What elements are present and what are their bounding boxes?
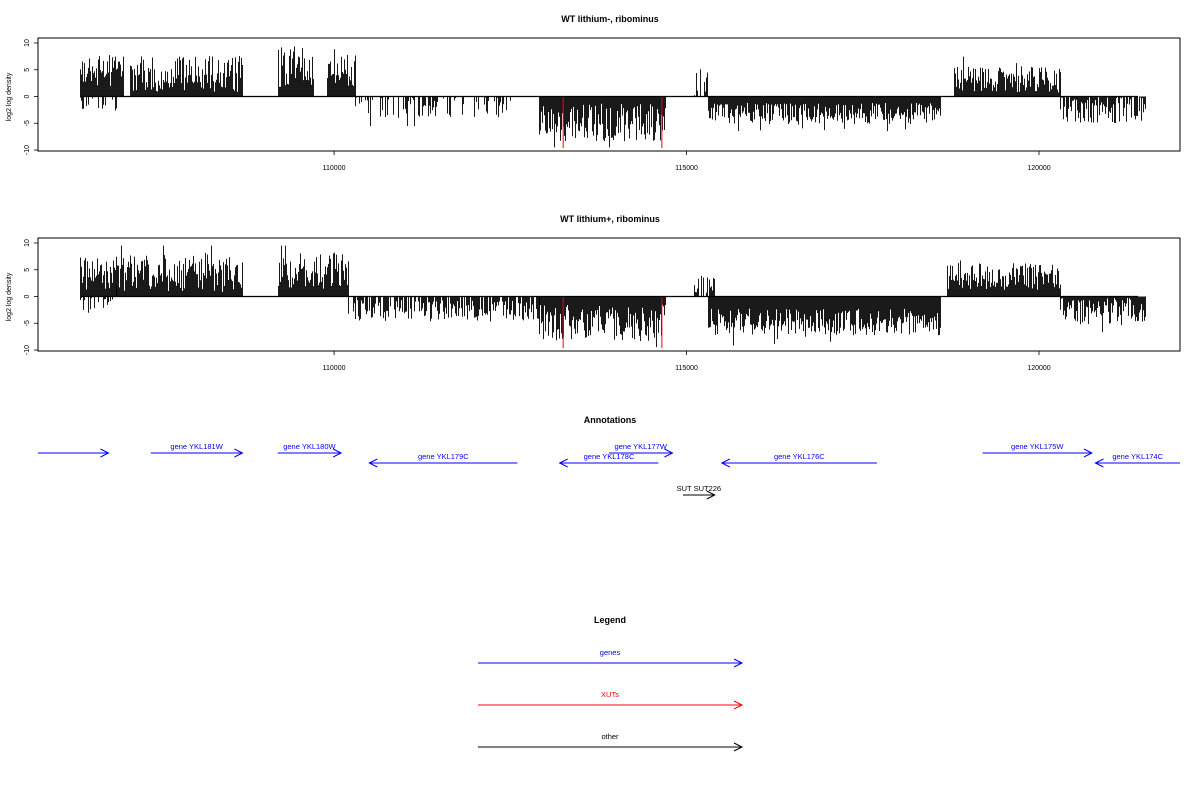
legend-label: other [601,732,619,741]
feature-label: gene YKL175W [1011,442,1064,451]
strand-arrowhead-icon [1094,458,1104,468]
y-tick-label: 0 [24,94,31,98]
strand-arrowhead-icon [332,448,343,458]
feature-label: gene YKL174C [1112,452,1163,461]
annotation-feature: gene YKL177W [609,442,674,458]
plot-frame [37,37,1181,152]
coverage-bars [80,46,1146,148]
y-tick-label: 10 [24,239,31,247]
strand-arrowhead-icon [720,458,731,468]
y-tick-label: 0 [24,294,31,298]
annotation-feature: gene YKL174C [1094,452,1180,468]
legend-item: XUTs [478,690,744,710]
y-axis: -10 -5 0 5 10 [24,39,38,155]
y-tick-label: -5 [24,320,31,326]
annotations-title: Annotations [584,415,637,425]
legend-arrow-icon [733,700,744,710]
x-tick-label: 120000 [1027,165,1050,172]
feature-label: gene YKL177W [615,442,668,451]
strand-arrowhead-icon [368,458,378,468]
y-tick-label: 5 [24,268,31,272]
y-axis-label: log2 log density [6,72,13,121]
x-axis: 110000 115000 120000 [323,351,1051,372]
xut-markers [562,96,663,148]
feature-label: SUT SUT226 [677,484,721,493]
x-tick-label: 110000 [323,165,346,172]
x-tick-label: 115000 [675,365,698,372]
legend-label: genes [600,648,621,657]
legend-label: XUTs [601,690,619,699]
panel-title: WT lithium-, ribominus [561,14,659,24]
coverage-bars [80,245,1146,348]
coverage-panel-lithium-minus: WT lithium-, ribominus log2 log density … [6,14,1181,172]
feature-label: gene YKL176C [774,452,825,461]
legend-arrow-icon [733,658,744,668]
annotations-track: Annotations gene YKL181W gene YKL180Wgene… [38,415,1180,500]
legend-arrow-icon [733,742,744,752]
feature-label: gene YKL180W [283,442,336,451]
x-tick-label: 115000 [675,165,698,172]
y-tick-label: -5 [24,120,31,126]
legend: Legend genes XUTs other [478,615,744,752]
legend-item: other [478,732,744,752]
legend-title: Legend [594,615,626,625]
strand-arrowhead-icon [1083,448,1094,458]
feature-label: gene YKL179C [418,452,469,461]
y-tick-label: -10 [24,345,31,355]
coverage-panel-lithium-plus: WT lithium+, ribominus log2 log density … [6,214,1181,372]
y-tick-label: 10 [24,39,31,47]
annotation-feature: gene YKL179C [368,452,518,468]
x-axis: 110000 115000 120000 [323,151,1051,172]
x-tick-label: 110000 [323,365,346,372]
legend-item: genes [478,648,744,668]
plot-frame [37,237,1181,352]
strand-arrowhead-icon [706,490,716,500]
x-tick-label: 120000 [1027,365,1050,372]
strand-arrowhead-icon [234,448,244,458]
annotation-feature: gene YKL180W [277,442,343,458]
strand-arrowhead-icon [100,448,110,458]
annotation-feature: SUT SUT226 [677,484,721,500]
annotation-feature: gene YKL181W [150,442,244,458]
annotation-features: gene YKL181W gene YKL180W gene YKL179C gene… [38,442,1180,500]
annotation-feature: gene YKL176C [720,452,877,468]
feature-label: gene YKL181W [170,442,223,451]
xut-markers [562,296,663,348]
annotation-feature: gene YKL175W [982,442,1094,458]
strand-arrowhead-icon [558,458,568,468]
y-tick-label: 5 [24,68,31,72]
legend-items: genes XUTs other [478,648,744,752]
annotation-feature: gene YKL178C [558,452,659,468]
feature-label: gene YKL178C [584,452,635,461]
y-tick-label: -10 [24,145,31,155]
annotation-feature [38,448,110,458]
y-axis: -10 -5 0 5 10 [24,239,38,355]
strand-arrowhead-icon [664,448,674,458]
panel-title: WT lithium+, ribominus [560,214,660,224]
y-axis-label: log2 log density [6,272,13,321]
